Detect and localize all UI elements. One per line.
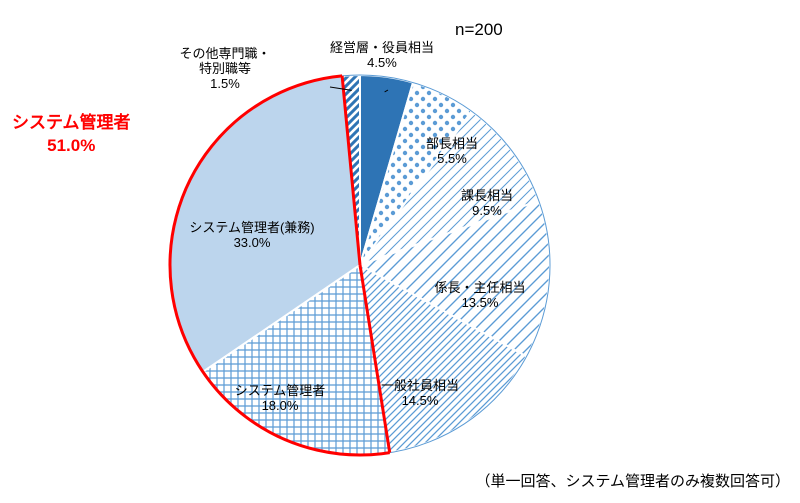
slice-label-s1: 経営層・役員相当4.5% bbox=[330, 40, 434, 70]
footnote: （単一回答、システム管理者のみ複数回答可） bbox=[475, 470, 790, 491]
pie-chart: 経営層・役員相当4.5%部長相当5.5%課長相当9.5%係長・主任相当13.5%… bbox=[0, 0, 800, 503]
chart-container: n=200 システム管理者 51.0% 経営層・役員相当4.5%部長相当5.5%… bbox=[0, 0, 800, 503]
slice-label-s8: その他専門職・特別職等1.5% bbox=[179, 46, 270, 91]
